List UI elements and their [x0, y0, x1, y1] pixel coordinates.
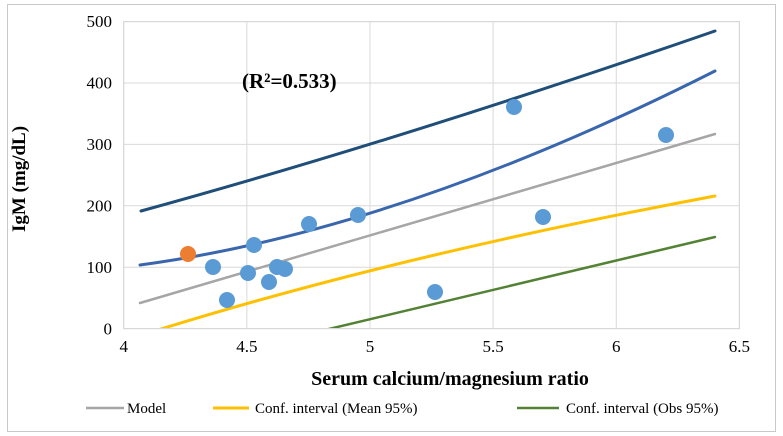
- svg-text:Conf. interval (Mean 95%): Conf. interval (Mean 95%): [255, 401, 417, 417]
- svg-text:6: 6: [612, 337, 621, 356]
- svg-text:0: 0: [104, 320, 113, 339]
- svg-text:5.5: 5.5: [482, 337, 503, 356]
- svg-text:200: 200: [87, 197, 113, 216]
- svg-text:5: 5: [366, 337, 375, 356]
- svg-text:4: 4: [119, 337, 128, 356]
- svg-text:Conf. interval (Obs 95%): Conf. interval (Obs 95%): [566, 401, 718, 417]
- svg-text:Serum calcium/magnesium ratio: Serum calcium/magnesium ratio: [311, 368, 589, 390]
- svg-text:100: 100: [87, 258, 113, 277]
- svg-text:(R²=0.533): (R²=0.533): [242, 69, 337, 93]
- svg-text:IgM (mg/dL): IgM (mg/dL): [9, 126, 30, 232]
- svg-text:Model: Model: [127, 401, 166, 417]
- svg-text:400: 400: [87, 74, 113, 93]
- svg-text:500: 500: [87, 12, 113, 31]
- svg-text:6.5: 6.5: [729, 337, 750, 356]
- svg-text:300: 300: [87, 135, 113, 154]
- svg-text:4.5: 4.5: [236, 337, 257, 356]
